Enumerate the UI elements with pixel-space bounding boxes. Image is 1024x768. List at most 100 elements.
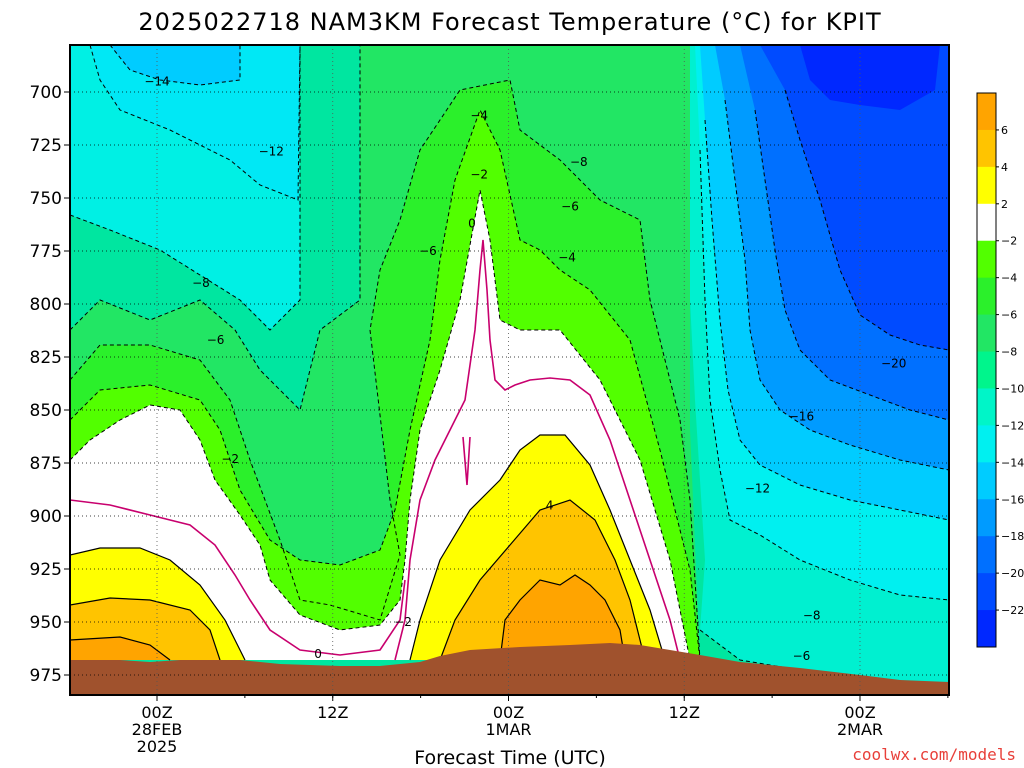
contour-n8-left: [70, 45, 361, 411]
x-axis-label: Forecast Time (UTC): [414, 747, 605, 768]
colorbar-label: −18: [1001, 530, 1024, 543]
colorbar-swatch: [977, 388, 996, 426]
credit-link[interactable]: coolwx.com/models: [852, 745, 1016, 764]
contour-p6-dome: [499, 574, 626, 661]
colorbar-swatch: [977, 351, 996, 389]
colorbar-label: −14: [1001, 456, 1024, 469]
colorbar-swatch: [977, 129, 996, 168]
y-tick-label: 900: [30, 507, 62, 527]
contour-label: −8: [803, 609, 821, 623]
colorbar-swatch: [977, 314, 996, 353]
contour-label: 4: [546, 498, 554, 512]
colorbar-label: 2: [1001, 198, 1008, 211]
colorbar-label: −8: [1001, 346, 1017, 359]
colorbar-label: −16: [1001, 493, 1024, 506]
fill-bin-n22-n24-right: [800, 45, 940, 110]
contour-n20-right: [784, 89, 949, 351]
contour-label: −2: [221, 452, 239, 466]
colorbar-label: −2: [1001, 235, 1017, 248]
negative-contours: [70, 45, 949, 695]
contour-label: 0: [468, 216, 476, 230]
contour-zero-left: [70, 499, 406, 656]
contour-n10-left: [70, 45, 301, 331]
colorbar-swatch: [977, 240, 996, 279]
positive-contours: [70, 434, 666, 661]
contour-label: −6: [419, 244, 437, 258]
colorbar-swatch: [977, 610, 996, 648]
chart-title: 2025022718 NAM3KM Forecast Temperature (…: [138, 8, 881, 36]
grid-lines: [70, 45, 949, 695]
x-tick-label: 1MAR: [485, 720, 531, 739]
x-tick-label: 12Z: [317, 703, 348, 722]
contour-label: 0: [314, 647, 322, 661]
contour-p4-left: [70, 597, 221, 661]
contour-label: −2: [394, 615, 412, 629]
contour-p2-dome: [409, 434, 666, 661]
colorbar-swatch: [977, 166, 996, 205]
x-tick-label: 00Z: [493, 703, 524, 722]
contour-label: −4: [470, 108, 488, 122]
contour-n12-right: [699, 149, 949, 601]
fill-bin-p6-p8-left: [70, 637, 170, 660]
colorbar-label: −6: [1001, 309, 1017, 322]
contour-n4: [70, 108, 701, 661]
plot-area: −14−12−8−6−2−4−20−6−8−6−44−20−20−16−12−8…: [70, 45, 949, 695]
y-tick-label: 975: [30, 666, 62, 686]
colorbar-swatch: [977, 93, 996, 131]
contour-label: −12: [259, 144, 284, 158]
contour-label: −20: [881, 356, 906, 370]
contour-labels: −14−12−8−6−2−4−20−6−8−6−44−20−20−16−12−8…: [144, 74, 906, 663]
y-axis: 700 725 750 775 800 825 850 875 900 925 950 975: [30, 83, 70, 686]
colorbar-label: 6: [1001, 124, 1008, 137]
colorbar-swatch: [977, 536, 996, 574]
contour-n12-left: [89, 45, 301, 201]
colorbar-label: −22: [1001, 604, 1024, 617]
y-tick-label: 775: [30, 242, 62, 262]
freezing-contours: [70, 239, 681, 661]
contour-zero-spur: [462, 436, 471, 486]
contour-label: −2: [470, 168, 488, 182]
contour-label: −16: [789, 409, 814, 423]
x-tick-label: 12Z: [669, 703, 700, 722]
y-tick-label: 950: [30, 613, 62, 633]
contour-n18-right: [754, 109, 949, 421]
y-tick-label: 850: [30, 401, 62, 421]
y-tick-label: 725: [30, 136, 62, 156]
colorbar-frame: [976, 92, 997, 648]
colorbar-label: −20: [1001, 567, 1024, 580]
fill-bin-n20-n22-right: [760, 45, 949, 350]
contour-p4-dome: [439, 499, 646, 661]
colorbar-swatch: [977, 462, 996, 500]
fill-bin-p6-p8-dome: [500, 575, 625, 660]
y-tick-label: 925: [30, 560, 62, 580]
x-tick-label: 2MAR: [837, 720, 883, 739]
fill-bin-n14-n16-left: [110, 45, 240, 85]
colorbar-label: 4: [1001, 161, 1008, 174]
colorbar-label: −4: [1001, 272, 1017, 285]
y-tick-label: 825: [30, 348, 62, 368]
y-tick-label: 700: [30, 83, 62, 103]
contour-p2-left: [70, 547, 246, 661]
plot-frame: [69, 44, 950, 696]
colorbar-swatch: [977, 573, 996, 611]
x-tick-label: 00Z: [141, 703, 172, 722]
colorbar-swatch: [977, 277, 996, 316]
colorbar-label: −10: [1001, 382, 1024, 395]
contour-label: −8: [570, 155, 588, 169]
contour-p6-left: [70, 636, 171, 661]
contour-n14-left: [109, 45, 241, 86]
x-tick-label: 00Z: [844, 703, 875, 722]
x-tick-label: 2025: [137, 737, 178, 756]
contour-label: −4: [558, 250, 576, 264]
contour-label: −6: [793, 649, 811, 663]
contour-n14-right: [704, 119, 949, 521]
contour-label: −14: [144, 74, 169, 88]
contour-n16-right: [724, 99, 949, 471]
colorbar-swatch: [977, 499, 996, 537]
x-tick-label: 28FEB: [132, 720, 183, 739]
y-tick-label: 875: [30, 454, 62, 474]
contour-label: −12: [745, 481, 770, 495]
y-tick-label: 750: [30, 189, 62, 209]
ground-terrain: [70, 643, 949, 695]
